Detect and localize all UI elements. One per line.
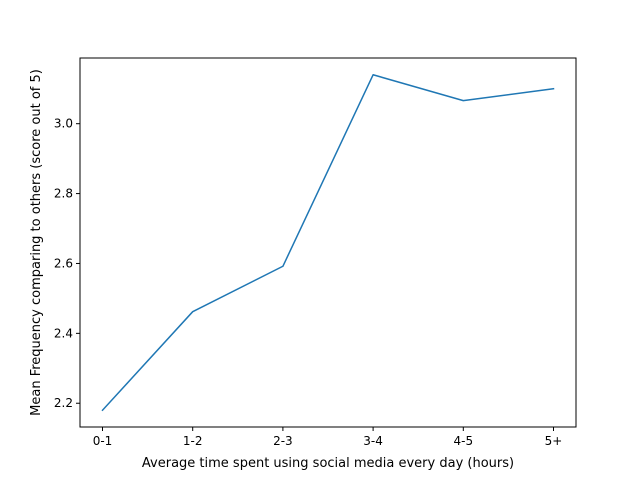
y-axis-label: Mean Frequency comparing to others (scor… bbox=[29, 69, 44, 416]
x-tick-label: 1-2 bbox=[183, 434, 203, 448]
x-tick-label: 2-3 bbox=[273, 434, 293, 448]
y-axis-ticks: 2.2 2.4 2.6 2.8 3.0 bbox=[54, 117, 80, 410]
x-axis-label: Average time spent using social media ev… bbox=[142, 456, 514, 471]
x-tick-label: 0-1 bbox=[93, 434, 113, 448]
y-tick-label: 2.6 bbox=[54, 256, 73, 270]
series-layer bbox=[101, 74, 555, 412]
plot-frame bbox=[79, 57, 577, 428]
y-tick-label: 2.2 bbox=[54, 396, 73, 410]
y-tick-label: 3.0 bbox=[54, 117, 73, 131]
y-tick-label: 2.8 bbox=[54, 187, 73, 201]
y-tick-label: 2.4 bbox=[54, 326, 73, 340]
series-line-0 bbox=[101, 74, 555, 412]
x-tick-label: 4-5 bbox=[453, 434, 473, 448]
x-tick-label: 5+ bbox=[545, 434, 563, 448]
x-tick-label: 3-4 bbox=[363, 434, 383, 448]
x-axis-ticks: 0-1 1-2 2-3 3-4 4-5 5+ bbox=[93, 427, 563, 448]
plot-area bbox=[80, 58, 576, 427]
